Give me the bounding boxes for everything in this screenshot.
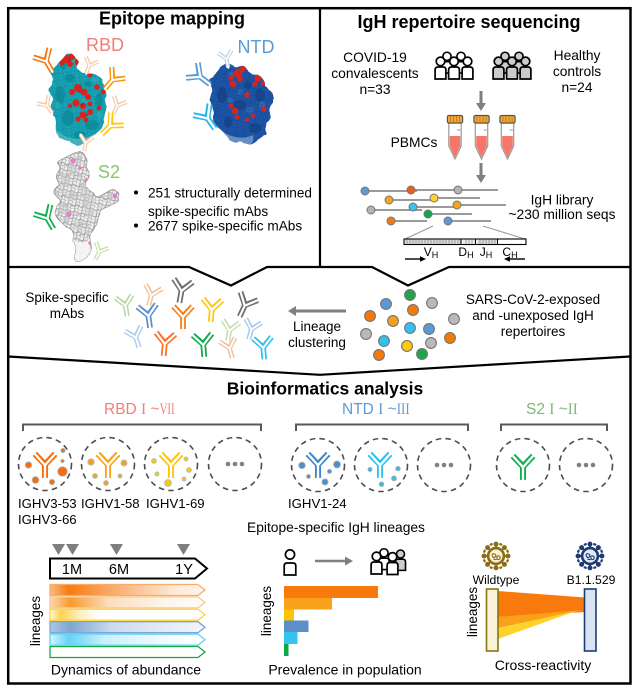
svg-text:COVID-19: COVID-19 <box>343 50 407 65</box>
svg-text:IGHV1-24: IGHV1-24 <box>288 496 347 511</box>
svg-text:Lineage: Lineage <box>293 319 341 334</box>
svg-text:NTD I ~III: NTD I ~III <box>342 401 410 418</box>
svg-text:VH: VH <box>424 245 439 260</box>
svg-text:n=24: n=24 <box>561 80 592 95</box>
svg-text:1Y: 1Y <box>175 562 193 578</box>
svg-text:and -unexposed IgH: and -unexposed IgH <box>472 308 594 323</box>
svg-text:DH: DH <box>458 245 473 260</box>
svg-text:1M: 1M <box>62 562 82 578</box>
svg-text:Prevalence in population: Prevalence in population <box>268 662 421 678</box>
svg-text:SARS-CoV-2-exposed: SARS-CoV-2-exposed <box>466 292 600 307</box>
svg-text:spike-specific mAbs: spike-specific mAbs <box>148 204 268 219</box>
svg-text:IgH library: IgH library <box>531 193 594 208</box>
svg-text:~230 million seqs: ~230 million seqs <box>509 207 616 222</box>
svg-text:Epitope-specific IgH lineages: Epitope-specific IgH lineages <box>247 520 425 535</box>
svg-text:IgH repertoire sequencing: IgH repertoire sequencing <box>357 12 580 32</box>
svg-text:6M: 6M <box>109 562 129 578</box>
svg-text:Wildtype: Wildtype <box>473 573 520 587</box>
svg-text:lineages: lineages <box>259 586 274 637</box>
svg-text:Bioinformatics analysis: Bioinformatics analysis <box>227 379 424 399</box>
svg-text:NTD: NTD <box>238 37 275 57</box>
svg-text:Epitope mapping: Epitope mapping <box>99 9 245 29</box>
svg-text:lineages: lineages <box>28 596 43 647</box>
svg-text:n=33: n=33 <box>359 82 390 97</box>
svg-text:IGHV1-69: IGHV1-69 <box>146 496 205 511</box>
svg-text:controls: controls <box>553 64 601 79</box>
svg-text:B1.1.529: B1.1.529 <box>567 573 616 587</box>
svg-text:Healthy: Healthy <box>554 48 601 63</box>
svg-text:S2: S2 <box>98 162 120 182</box>
svg-text:clustering: clustering <box>288 335 346 350</box>
svg-text:IGHV1-58: IGHV1-58 <box>81 496 140 511</box>
svg-text:S2 I ~II: S2 I ~II <box>526 401 578 418</box>
svg-text:repertoires: repertoires <box>501 324 566 339</box>
svg-text:RBD: RBD <box>86 35 124 55</box>
svg-text:JH: JH <box>480 245 493 260</box>
svg-text:251 structurally determined: 251 structurally determined <box>148 186 312 201</box>
svg-text:Dynamics of abundance: Dynamics of abundance <box>51 662 201 678</box>
svg-text:IGHV3-53: IGHV3-53 <box>18 496 77 511</box>
svg-text:Cross-reactivity: Cross-reactivity <box>495 657 591 673</box>
svg-text:2677 spike-specific mAbs: 2677 spike-specific mAbs <box>148 219 302 234</box>
svg-text:RBD I ~VII: RBD I ~VII <box>104 401 175 418</box>
svg-text:IGHV3-66: IGHV3-66 <box>18 512 77 527</box>
svg-text:convalescents: convalescents <box>331 66 419 81</box>
svg-text:Spike-specific: Spike-specific <box>25 290 109 305</box>
svg-text:lineages: lineages <box>465 587 480 638</box>
svg-text:PBMCs: PBMCs <box>391 135 438 150</box>
svg-text:mAbs: mAbs <box>50 306 85 321</box>
